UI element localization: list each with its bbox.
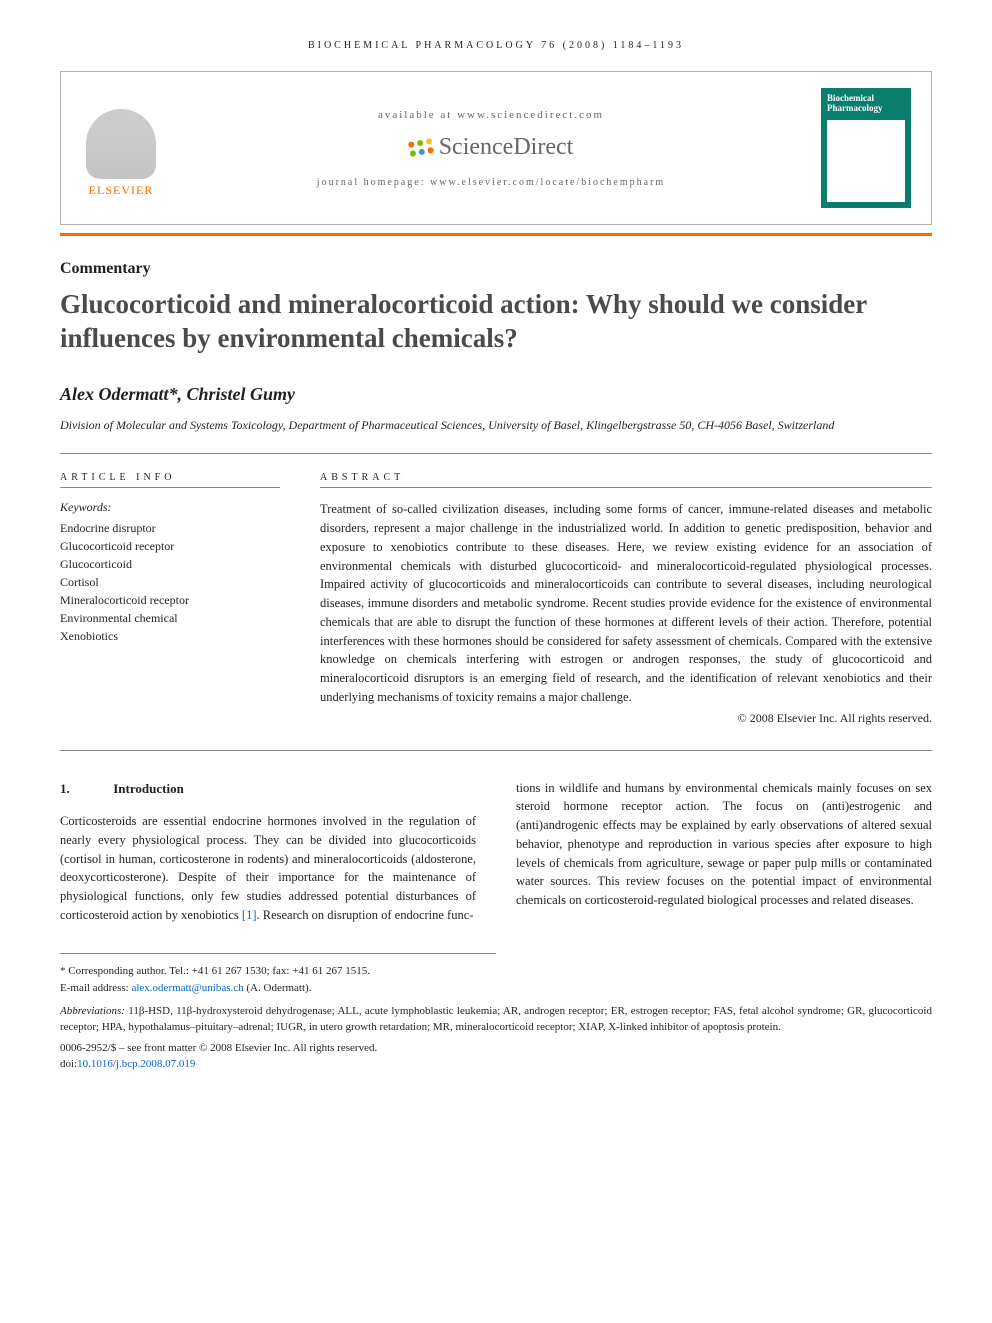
abbrev-label: Abbreviations:	[60, 1005, 125, 1017]
keyword-item: Cortisol	[60, 573, 280, 591]
running-head: BIOCHEMICAL PHARMACOLOGY 76 (2008) 1184–…	[60, 40, 932, 51]
body-col-right: tions in wildlife and humans by environm…	[516, 779, 932, 925]
body-text: Corticosteroids are essential endocrine …	[60, 814, 476, 922]
abstract-head-rule	[320, 487, 932, 488]
info-head-rule	[60, 487, 280, 488]
body-paragraph: tions in wildlife and humans by environm…	[516, 779, 932, 910]
keyword-item: Mineralocorticoid receptor	[60, 591, 280, 609]
abstract-text: Treatment of so-called civilization dise…	[320, 500, 932, 706]
body-col-left: 1. Introduction Corticosteroids are esse…	[60, 779, 476, 925]
abstract-copyright: © 2008 Elsevier Inc. All rights reserved…	[320, 711, 932, 726]
body-text: . Research on disruption of endocrine fu…	[256, 908, 473, 922]
body-divider	[60, 750, 932, 751]
sciencedirect-wordmark: ScienceDirect	[439, 134, 574, 161]
body-paragraph: Corticosteroids are essential endocrine …	[60, 812, 476, 925]
elsevier-wordmark: ELSEVIER	[89, 183, 154, 198]
elsevier-logo: ELSEVIER	[81, 98, 161, 198]
abstract-column: ABSTRACT Treatment of so-called civiliza…	[320, 472, 932, 725]
elsevier-tree-icon	[86, 109, 156, 179]
corr-text: * Corresponding author. Tel.: +41 61 267…	[60, 965, 370, 977]
bottom-meta: 0006-2952/$ – see front matter © 2008 El…	[60, 1041, 932, 1072]
abbrev-text: 11β-HSD, 11β-hydroxysteroid dehydrogenas…	[60, 1005, 932, 1032]
authors-text: Alex Odermatt*, Christel Gumy	[60, 384, 295, 404]
email-line: E-mail address: alex.odermatt@unibas.ch …	[60, 981, 496, 996]
abstract-head: ABSTRACT	[320, 472, 932, 483]
section-title: Introduction	[113, 781, 184, 796]
journal-header-box: ELSEVIER available at www.sciencedirect.…	[60, 71, 932, 225]
keyword-item: Xenobiotics	[60, 627, 280, 645]
section-heading: 1. Introduction	[60, 779, 476, 799]
sciencedirect-dots-icon	[408, 138, 434, 157]
author-list: Alex Odermatt*, Christel Gumy	[60, 384, 932, 405]
keywords-label: Keywords:	[60, 500, 280, 515]
article-title: Glucocorticoid and mineralocorticoid act…	[60, 288, 932, 356]
keyword-item: Glucocorticoid receptor	[60, 537, 280, 555]
journal-cover-thumbnail: Biochemical Pharmacology	[821, 88, 911, 208]
doi-label: doi:	[60, 1058, 77, 1070]
header-center: available at www.sciencedirect.com Scien…	[177, 109, 805, 188]
available-at-text: available at www.sciencedirect.com	[177, 109, 805, 121]
citation-link[interactable]: [1]	[242, 908, 257, 922]
email-link[interactable]: alex.odermatt@unibas.ch	[131, 982, 243, 994]
journal-homepage-text: journal homepage: www.elsevier.com/locat…	[177, 177, 805, 188]
keyword-item: Environmental chemical	[60, 609, 280, 627]
article-info-head: ARTICLE INFO	[60, 472, 280, 483]
doi-line: doi:10.1016/j.bcp.2008.07.019	[60, 1057, 932, 1072]
journal-cover-title: Biochemical Pharmacology	[827, 94, 905, 114]
article-type: Commentary	[60, 260, 932, 278]
info-abstract-row: ARTICLE INFO Keywords: Endocrine disrupt…	[60, 472, 932, 725]
thin-divider	[60, 453, 932, 454]
keyword-item: Endocrine disruptor	[60, 519, 280, 537]
journal-cover-body	[827, 120, 905, 202]
abbreviations-block: Abbreviations: 11β-HSD, 11β-hydroxystero…	[60, 1004, 932, 1035]
sciencedirect-logo: ScienceDirect	[409, 134, 574, 161]
email-label: E-mail address:	[60, 982, 131, 994]
orange-divider	[60, 233, 932, 236]
corresponding-author: * Corresponding author. Tel.: +41 61 267…	[60, 964, 496, 979]
issn-line: 0006-2952/$ – see front matter © 2008 El…	[60, 1041, 932, 1056]
email-suffix: (A. Odermatt).	[244, 982, 312, 994]
body-columns: 1. Introduction Corticosteroids are esse…	[60, 779, 932, 925]
footnotes-block: * Corresponding author. Tel.: +41 61 267…	[60, 953, 496, 997]
article-info-column: ARTICLE INFO Keywords: Endocrine disrupt…	[60, 472, 280, 725]
affiliation: Division of Molecular and Systems Toxico…	[60, 417, 932, 434]
doi-link[interactable]: 10.1016/j.bcp.2008.07.019	[77, 1058, 195, 1070]
keyword-item: Glucocorticoid	[60, 555, 280, 573]
section-number: 1.	[60, 779, 110, 799]
